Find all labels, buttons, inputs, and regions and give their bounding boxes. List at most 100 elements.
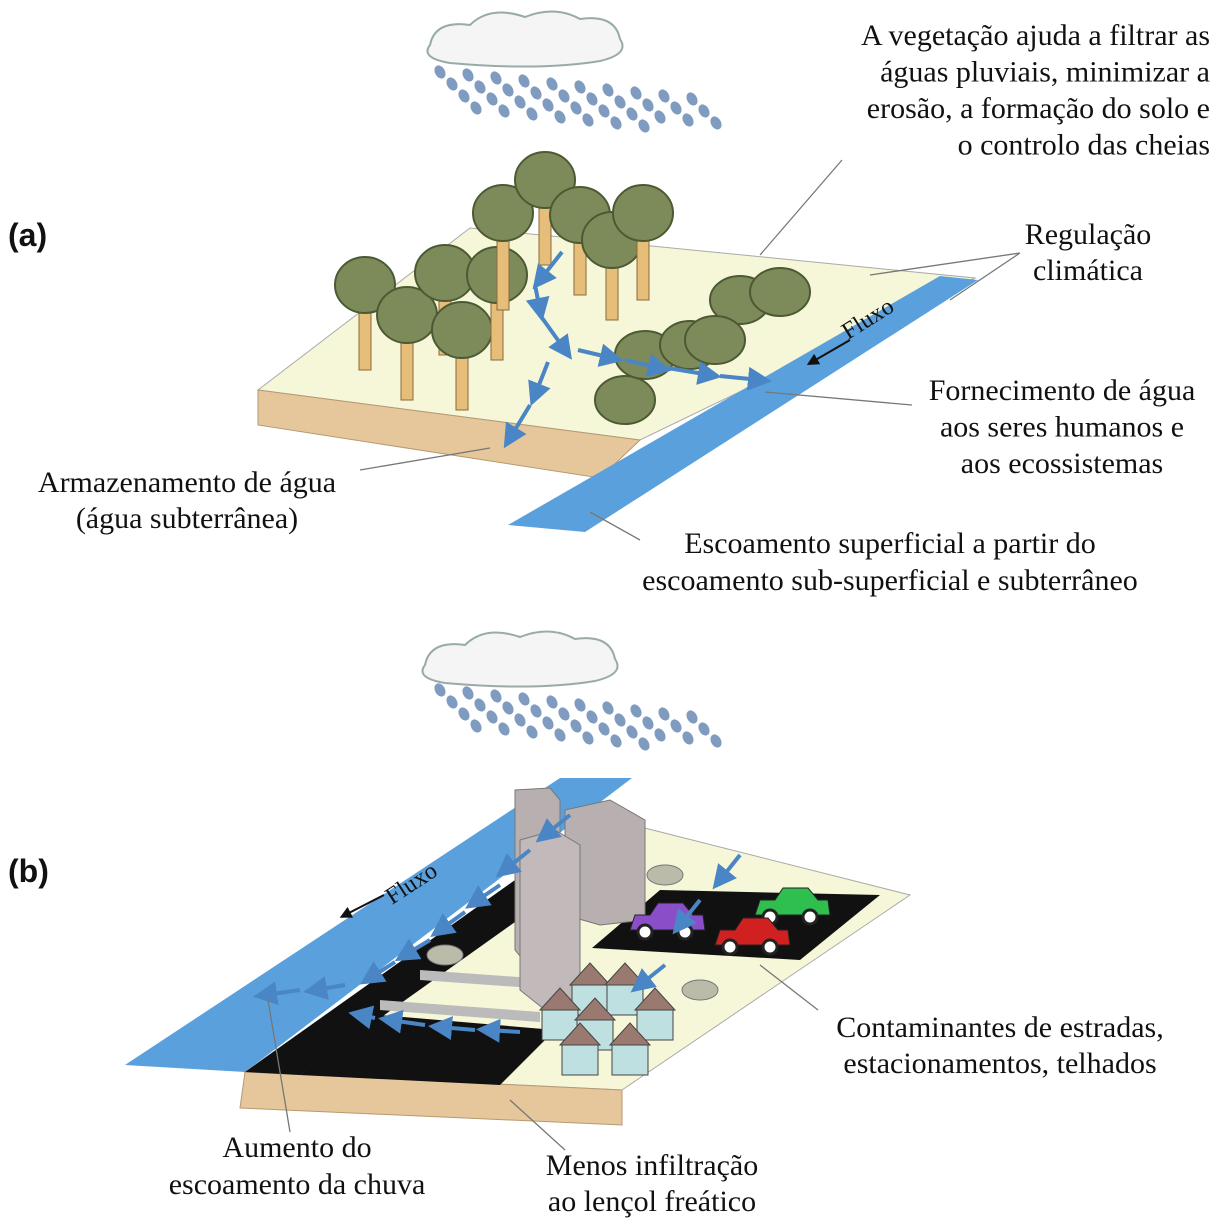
raindrop <box>434 683 446 697</box>
raindrop <box>598 104 610 118</box>
raindrop <box>682 113 694 127</box>
annotation-line: Fornecimento de água <box>929 374 1196 407</box>
annotation-line: escoamento da chuva <box>169 1168 426 1201</box>
raindrop <box>574 698 586 712</box>
raindrop <box>546 695 558 709</box>
raindrop <box>586 92 598 106</box>
raindrop <box>710 116 722 130</box>
canopy <box>612 184 674 242</box>
roof <box>538 987 582 1011</box>
annotation-line: Armazenamento de água <box>38 466 336 499</box>
house <box>561 1044 599 1076</box>
panel-label: (b) <box>8 853 49 889</box>
rain <box>434 683 722 751</box>
annotation-line: aos ecossistemas <box>961 447 1163 480</box>
raindrop <box>502 701 514 715</box>
raindrop <box>582 113 594 127</box>
raindrop <box>686 92 698 106</box>
raindrop <box>474 80 486 94</box>
wheel <box>761 938 779 956</box>
annotation-line: Escoamento superficial a partir do <box>684 527 1096 560</box>
car <box>754 887 831 916</box>
cloud <box>426 10 624 68</box>
raindrop <box>490 71 502 85</box>
trees <box>334 151 811 425</box>
car <box>714 917 791 946</box>
annotation-line: (água subterrânea) <box>76 502 298 535</box>
raindrop <box>626 107 638 121</box>
annotation-line: Aumento do <box>222 1131 371 1164</box>
bush <box>749 267 811 317</box>
raindrop <box>610 116 622 130</box>
raindrop <box>462 686 474 700</box>
raindrop <box>686 710 698 724</box>
canopy <box>431 301 493 359</box>
raindrop <box>598 722 610 736</box>
raindrop <box>462 68 474 82</box>
raindrop <box>642 98 654 112</box>
raindrop <box>574 80 586 94</box>
wall <box>380 1000 540 1022</box>
roof <box>633 987 677 1011</box>
manhole <box>681 979 719 1001</box>
canopy <box>472 184 534 242</box>
raindrop <box>530 86 542 100</box>
road <box>245 880 560 1075</box>
raindrop <box>630 704 642 718</box>
panel-a: Fluxo (a) <box>8 10 1021 541</box>
roof <box>568 962 612 986</box>
raindrop <box>558 707 570 721</box>
annotation-line: Contaminantes de estradas, <box>836 1011 1163 1044</box>
canopy <box>414 244 476 302</box>
roof <box>573 997 617 1021</box>
raindrop <box>486 92 498 106</box>
raindrop <box>582 731 594 745</box>
raindrop <box>610 734 622 748</box>
river <box>125 778 632 1072</box>
raindrop <box>518 74 530 88</box>
wheel <box>801 908 819 926</box>
raindrop <box>698 722 710 736</box>
raindrop <box>502 83 514 97</box>
raindrop <box>670 719 682 733</box>
panel-label: (a) <box>8 217 47 253</box>
raindrop <box>526 725 538 739</box>
annotation-line: climática <box>1033 254 1143 287</box>
raindrop <box>614 713 626 727</box>
manhole <box>646 864 684 886</box>
raindrop <box>654 728 666 742</box>
annotation-line: escoamento sub-superficial e subterrâneo <box>642 564 1138 597</box>
wheel <box>676 923 694 941</box>
raindrop <box>470 101 482 115</box>
raindrop <box>614 95 626 109</box>
raindrop <box>458 707 470 721</box>
building <box>519 829 581 1011</box>
raindrop <box>514 95 526 109</box>
raindrop <box>638 119 650 133</box>
annotation-line: águas pluviais, minimizar a <box>880 56 1210 89</box>
raindrop <box>514 713 526 727</box>
raindrop <box>710 734 722 748</box>
canopy <box>334 256 396 314</box>
raindrop <box>642 716 654 730</box>
raindrop <box>518 692 530 706</box>
raindrop <box>570 719 582 733</box>
annotation-line: o controlo das cheias <box>958 129 1210 162</box>
wheel <box>721 938 739 956</box>
bush <box>684 315 746 365</box>
annotation-line: Regulação <box>1025 218 1152 251</box>
wheel <box>636 923 654 941</box>
panel-b: Fluxo (b) <box>8 630 912 1151</box>
raindrop <box>554 728 566 742</box>
raindrop <box>654 110 666 124</box>
raindrop <box>586 710 598 724</box>
cloud <box>421 630 619 688</box>
annotation-line: ao lençol freático <box>548 1185 756 1218</box>
annotation-line: Menos infiltração <box>546 1149 758 1182</box>
annotation-line: aos seres humanos e <box>940 411 1184 444</box>
raindrop <box>486 710 498 724</box>
river <box>508 276 978 532</box>
raindrop <box>542 716 554 730</box>
raindrop <box>546 77 558 91</box>
